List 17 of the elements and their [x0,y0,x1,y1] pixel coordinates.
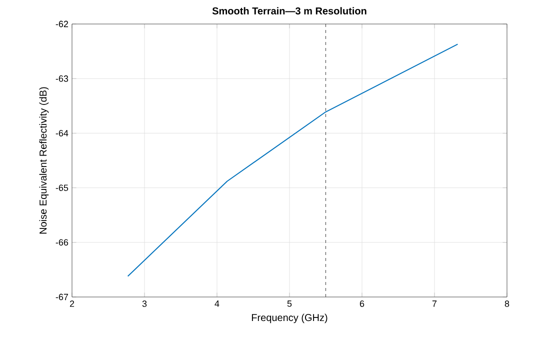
y-tick-label: -62 [56,20,68,28]
x-tick-label: 4 [214,300,220,307]
x-axis-title: Frequency (GHz) [252,314,328,324]
x-tick-label: 3 [142,300,147,307]
x-tick-label: 5 [287,300,292,307]
y-axis-title: Noise Equivalent Reflectivity (dB) [39,87,49,234]
x-tick-label: 7 [432,300,437,307]
line-series [127,44,458,277]
y-tick-label: -67 [56,294,68,300]
chart-title: Smooth Terrain—3 m Resolution [212,7,366,14]
y-tick-label: -63 [56,75,68,82]
x-tick-label: 6 [360,300,364,307]
y-tick-label: -65 [56,184,68,191]
x-tick-label: 2 [70,300,74,307]
y-tick-label: -64 [56,130,68,136]
x-tick-label: 8 [504,300,510,307]
y-tick-label: -66 [56,239,68,246]
